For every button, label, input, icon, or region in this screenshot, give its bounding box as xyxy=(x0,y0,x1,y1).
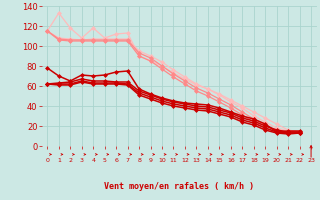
X-axis label: Vent moyen/en rafales ( km/h ): Vent moyen/en rafales ( km/h ) xyxy=(104,182,254,191)
